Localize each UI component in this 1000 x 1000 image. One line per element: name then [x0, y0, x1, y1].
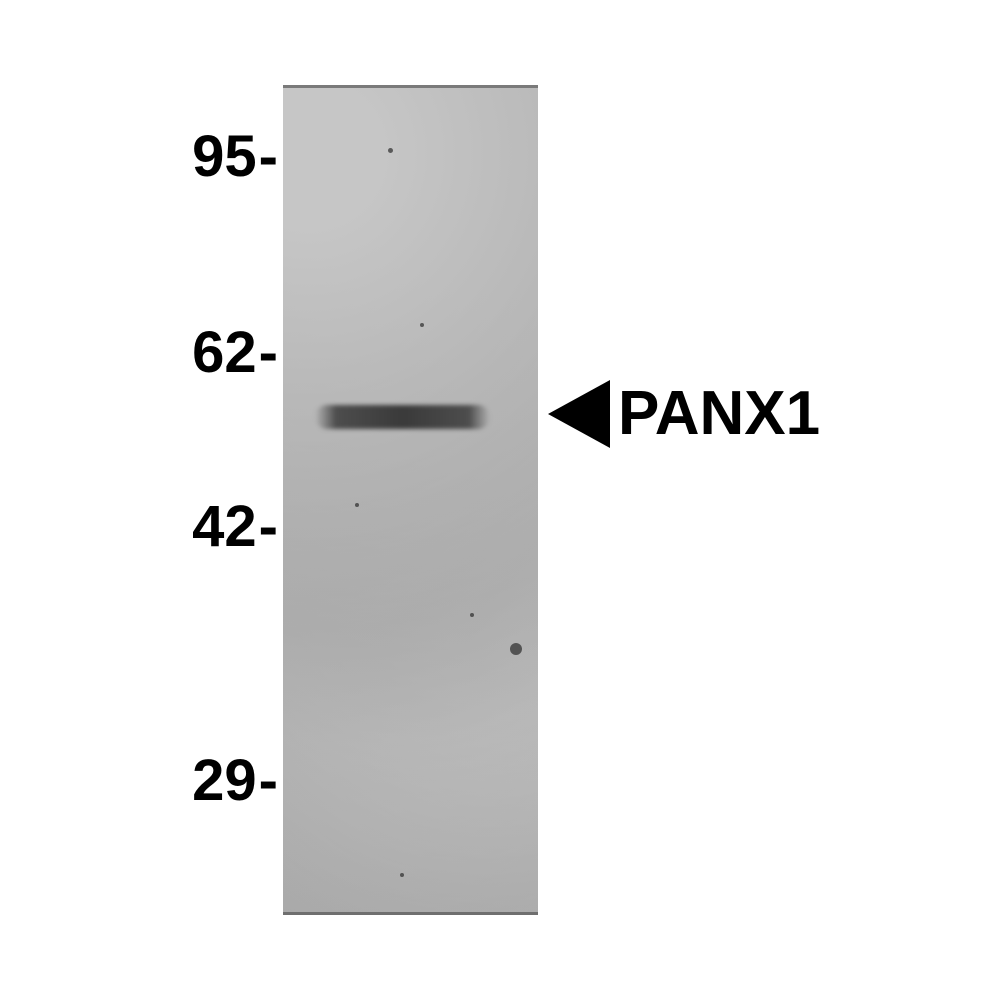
speck: [420, 323, 424, 327]
mw-marker-value: 42: [192, 493, 257, 560]
arrowhead-left-icon: [548, 380, 610, 448]
mw-marker: 42-: [192, 497, 278, 555]
speck: [470, 613, 474, 617]
mw-marker-dash: -: [259, 747, 278, 814]
mw-marker: 29-: [192, 751, 278, 809]
band-annotation: PANX1: [548, 380, 820, 448]
figure-canvas: 95-62-42-29- PANX1: [0, 0, 1000, 1000]
mw-marker: 62-: [192, 323, 278, 381]
speck: [355, 503, 359, 507]
blot-lane: [283, 85, 538, 915]
mw-marker-dash: -: [259, 123, 278, 190]
speck: [388, 148, 393, 153]
protein-label: PANX1: [618, 380, 820, 448]
mw-marker: 95-: [192, 127, 278, 185]
mw-marker-value: 29: [192, 747, 257, 814]
mw-marker-dash: -: [259, 493, 278, 560]
speck: [400, 873, 404, 877]
protein-band-panx1: [315, 405, 490, 429]
speck: [510, 643, 522, 655]
mw-marker-value: 95: [192, 123, 257, 190]
mw-marker-dash: -: [259, 319, 278, 386]
lane-background: [283, 88, 538, 912]
mw-marker-value: 62: [192, 319, 257, 386]
